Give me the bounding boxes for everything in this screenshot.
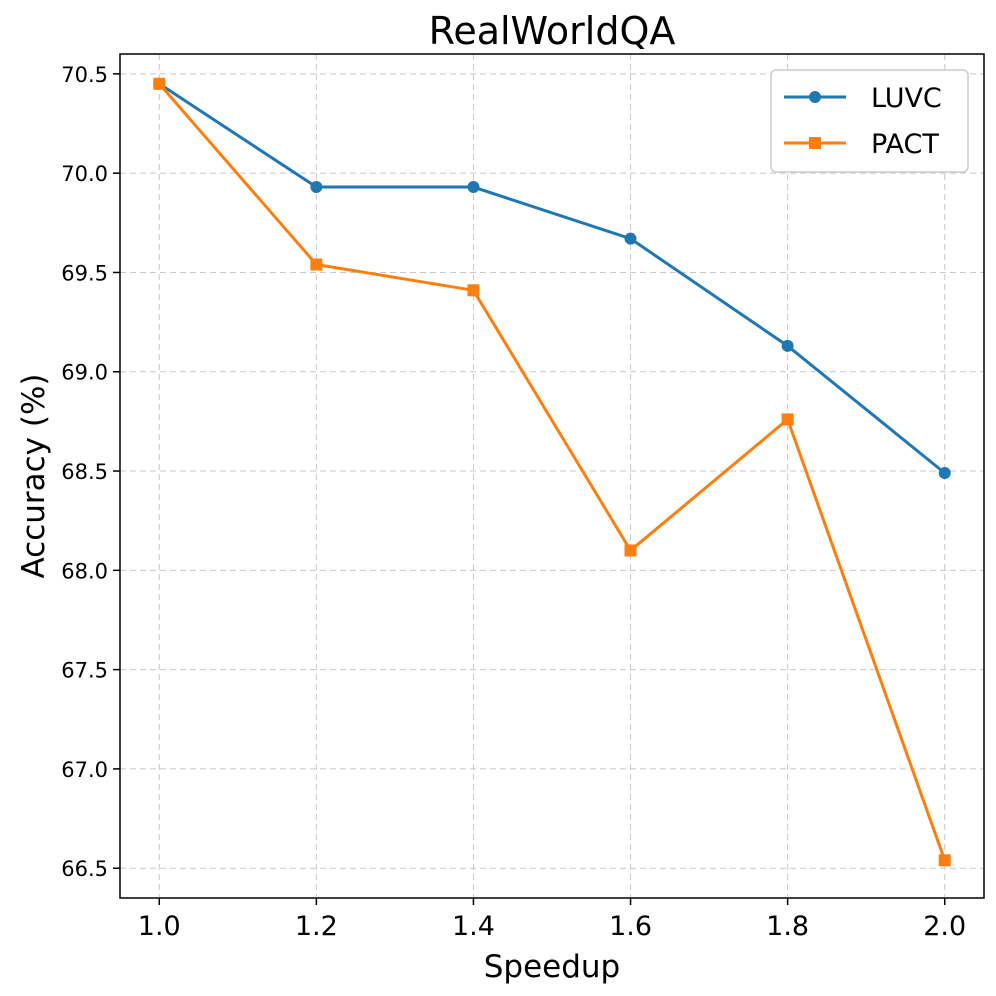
x-tick-label: 1.2 [295, 911, 338, 942]
data-point-pact [467, 284, 480, 297]
y-tick-label: 68.5 [61, 460, 108, 484]
x-tick-label: 1.6 [609, 911, 652, 942]
data-point-luvc [467, 181, 480, 194]
legend-label-luvc: LUVC [871, 83, 942, 114]
x-tick-label: 1.4 [452, 911, 495, 942]
plot-frame [119, 53, 985, 899]
data-point-pact [624, 544, 637, 557]
data-point-pact [781, 413, 794, 426]
data-point-luvc [310, 181, 323, 194]
data-point-pact [310, 258, 323, 271]
legend-label-pact: PACT [871, 129, 939, 160]
legend: LUVC PACT [770, 69, 969, 173]
y-tick-label: 67.5 [61, 659, 108, 683]
grid [120, 54, 984, 898]
data-point-luvc [781, 339, 794, 352]
y-tick-label: 69.0 [61, 361, 108, 385]
series-layer [153, 77, 951, 867]
data-point-pact [938, 854, 951, 867]
legend-marker-pact [809, 137, 821, 149]
series-line-pact [158, 82, 947, 861]
chart-title: RealWorldQA [429, 9, 676, 53]
series-line-luvc [158, 82, 946, 475]
x-tick-label: 2.0 [923, 911, 966, 942]
y-axis-label: Accuracy (%) [16, 373, 52, 578]
x-tick-label: 1.0 [138, 911, 181, 942]
y-tick-label: 67.0 [61, 758, 108, 782]
data-point-luvc [938, 467, 951, 480]
y-tick-label: 70.0 [61, 162, 108, 186]
y-tick-label: 68.0 [61, 559, 108, 583]
y-tick-label: 69.5 [61, 261, 108, 285]
x-tick-label: 1.8 [766, 911, 809, 942]
y-tick-label: 66.5 [61, 857, 108, 881]
axis-ticks: 1.0 1.2 1.4 1.6 1.8 2.0 66.5 67.0 67.5 68.0 68.5 69… [61, 63, 966, 942]
y-tick-label: 70.5 [61, 63, 108, 87]
x-axis-label: Speedup [484, 949, 621, 985]
data-point-pact [153, 77, 166, 90]
legend-marker-luvc [809, 91, 821, 103]
data-point-luvc [624, 232, 637, 245]
